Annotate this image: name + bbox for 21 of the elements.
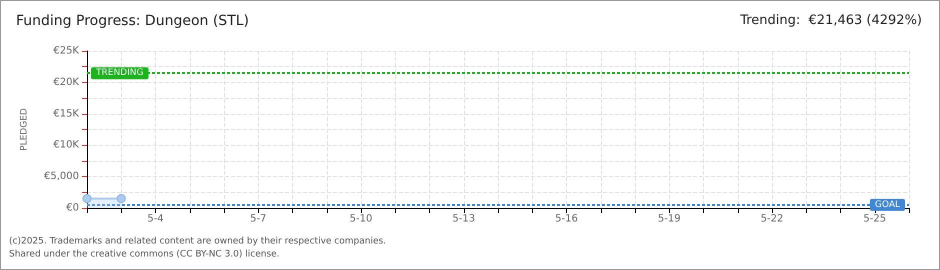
ref-line-label: GOAL (874, 200, 900, 210)
x-tick-label: 5-22 (760, 214, 784, 224)
y-tick-label: €25K (53, 46, 80, 56)
y-tick-label: €5,000 (44, 171, 79, 182)
x-tick-label: 5-7 (250, 214, 266, 224)
y-tick-label: €20K (53, 76, 80, 88)
x-tick-label: 5-16 (555, 214, 578, 224)
text: (c)2025. Trademarks and related content are owned by their respective companies. (9, 236, 386, 246)
x-tick-label: 5-10 (350, 214, 372, 224)
y-tick-label: €10K (53, 140, 80, 151)
x-tick-label: 5-25 (863, 214, 886, 224)
y-axis-title: PLEDGED (20, 108, 30, 151)
x-tick-label: 5-19 (658, 214, 681, 224)
chart-title: Funding Progress: Dungeon (STL) (16, 13, 250, 29)
x-tick-label: 5-4 (147, 214, 164, 224)
chart-subtitle: Trending: €21,463 (4292%) (739, 13, 922, 28)
text: Shared under the creative commons (CC BY-NC 3.0) license. (9, 250, 280, 260)
y-tick-label: €15K (53, 108, 80, 120)
y-tick-label: €0 (66, 202, 79, 214)
x-tick-label: 5-13 (452, 214, 476, 224)
ref-line-label: TRENDING (95, 68, 144, 78)
